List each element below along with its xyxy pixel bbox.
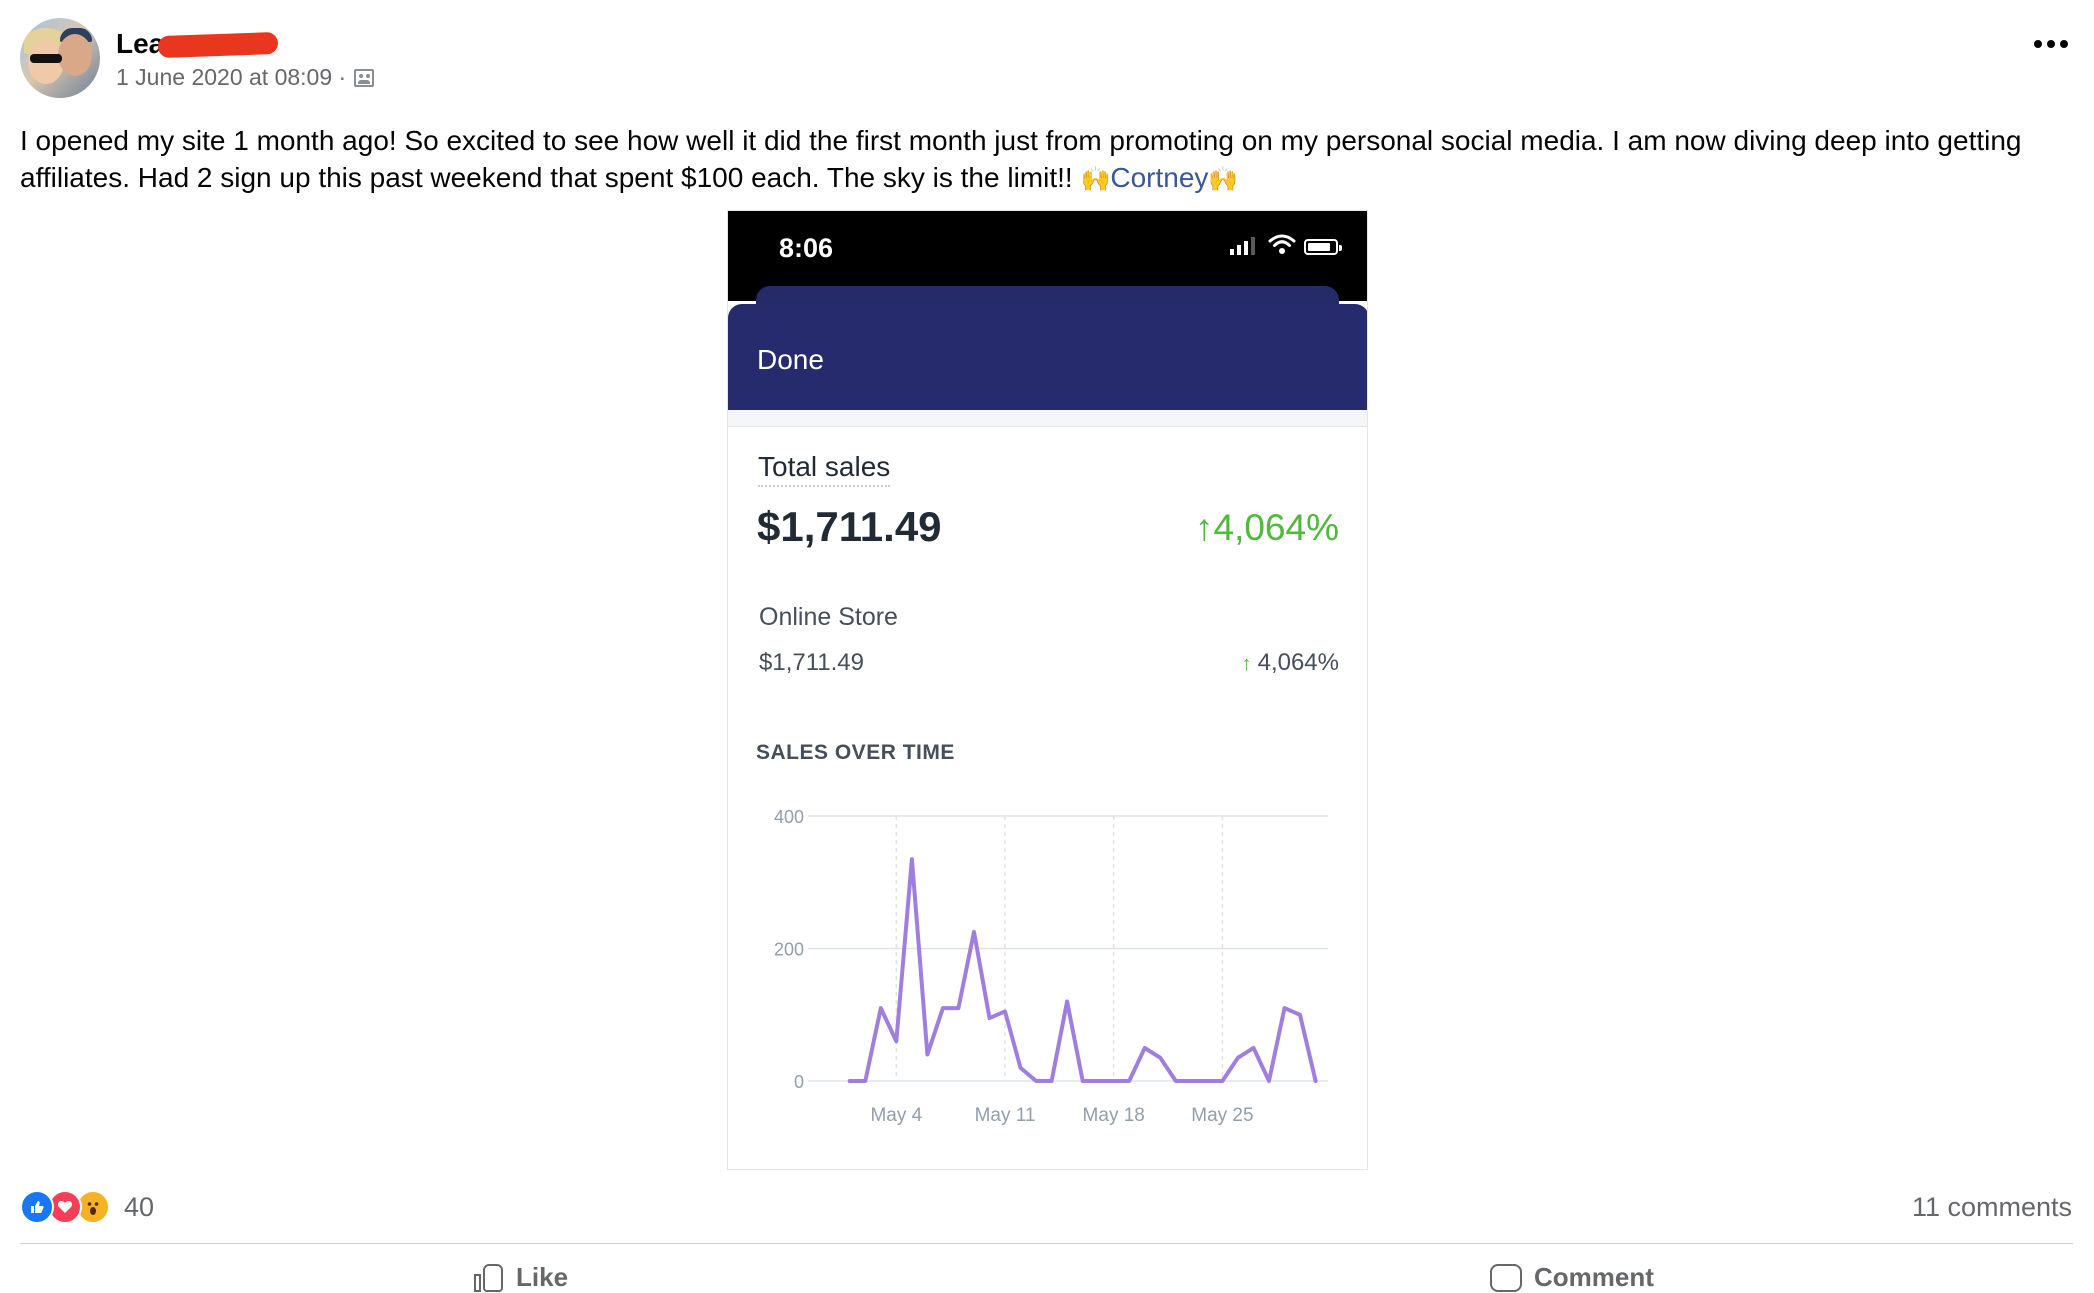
author-avatar[interactable] [20,18,100,98]
total-sales-value: $1,711.49 [757,503,942,550]
arrow-up-icon: ↑ [1195,507,1214,548]
x-tick-label: May 11 [975,1105,1036,1126]
arrow-up-icon: ↑ [1241,653,1252,675]
footer-divider [20,1243,2073,1244]
online-store-value: $1,711.49 [759,649,864,676]
post-body: I opened my site 1 month ago! So excited… [20,125,2022,193]
group-audience-icon [354,68,375,87]
comment-bubble-icon [1490,1263,1522,1292]
online-store-change-value: 4,064% [1257,649,1339,676]
x-tick-label: May 25 [1191,1105,1253,1126]
redaction-mark [157,31,279,59]
x-tick-label: May 4 [870,1105,922,1126]
sales-over-time-chart: 0 200 400 May 4 May 11 May 18 May 25 [774,807,1328,1126]
y-tick-label: 200 [774,940,804,960]
post-meta: 1 June 2020 at 08:09 · [116,64,375,91]
raising-hands-emoji: 🙌 [1208,166,1239,193]
online-store-label: Online Store [759,603,898,631]
cellular-signal-icon [1230,237,1255,255]
wifi-icon [1268,234,1296,254]
author-name[interactable]: Lea [116,28,165,59]
y-tick-label: 0 [794,1072,804,1092]
like-button[interactable]: Like [474,1262,568,1293]
done-button[interactable]: Done [757,344,824,375]
comment-button[interactable]: Comment [1490,1262,1654,1293]
total-sales-change-value: 4,064% [1213,507,1340,548]
post-text: I opened my site 1 month ago! So excited… [20,122,2070,198]
attached-screenshot[interactable]: 8:06 Done Total sales $1,711.49 ↑4,064% … [727,210,1368,1170]
thumbs-up-icon [474,1263,504,1292]
battery-icon [1304,239,1342,255]
y-tick-label: 400 [774,807,804,827]
post-date[interactable]: 1 June 2020 at 08:09 · [116,64,347,90]
nav-separator [728,410,1367,427]
like-reaction-icon [20,1190,54,1224]
reaction-summary[interactable]: 40 [20,1190,154,1224]
online-store-change: ↑ 4,064% [1242,649,1339,677]
raising-hands-emoji: 🙌 [1080,166,1111,193]
comment-count-link[interactable]: 11 comments [1911,1192,2072,1222]
mention-link[interactable]: Cortney [1110,162,1209,193]
comment-label: Comment [1534,1262,1654,1292]
more-options-icon[interactable] [2034,40,2068,48]
x-tick-label: May 18 [1083,1105,1145,1126]
sales-series-line [847,857,1318,1083]
total-sales-label[interactable]: Total sales [758,451,891,487]
status-time: 8:06 [779,233,834,263]
sales-over-time-label: SALES OVER TIME [756,741,955,764]
total-sales-change: ↑4,064% [1195,507,1339,549]
modal-nav-bar: Done [728,304,1367,410]
like-label: Like [516,1262,569,1292]
reaction-count: 40 [124,1191,155,1222]
